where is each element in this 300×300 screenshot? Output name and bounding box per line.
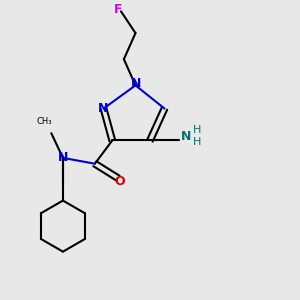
Text: N: N [58, 152, 68, 164]
Text: H: H [193, 125, 201, 135]
Text: CH₃: CH₃ [36, 117, 52, 126]
Text: H: H [193, 137, 201, 147]
Text: N: N [98, 102, 108, 115]
Text: N: N [181, 130, 191, 142]
Text: N: N [131, 77, 141, 90]
Text: O: O [114, 175, 125, 188]
Text: F: F [114, 3, 122, 16]
